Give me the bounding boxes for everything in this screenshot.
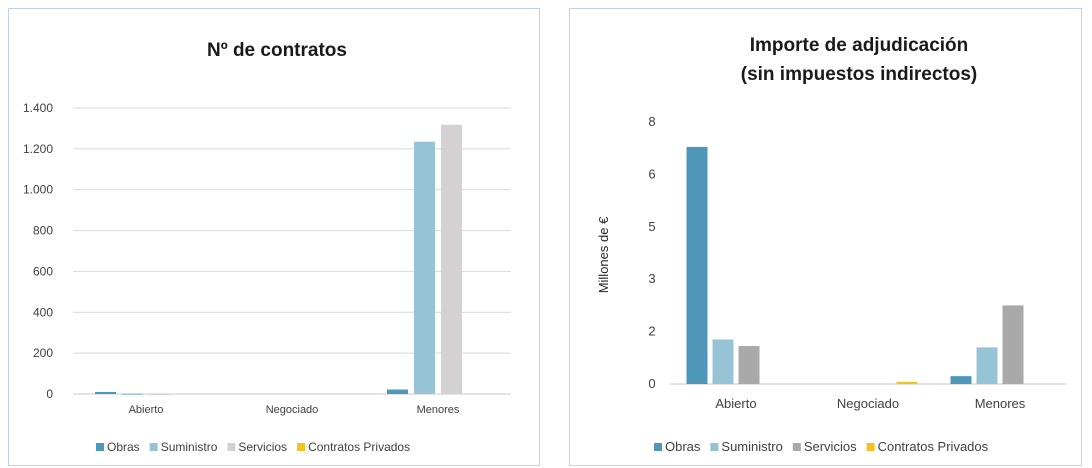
legend-entry: Suministro xyxy=(721,439,782,454)
bar xyxy=(686,146,708,384)
legend-entry: Obras xyxy=(107,440,140,454)
y-tick-label: 8 xyxy=(648,114,655,129)
chart-panel-importe: Importe de adjudicación (sin impuestos i… xyxy=(569,8,1082,466)
chart-title: Importe de adjudicación xyxy=(750,35,969,56)
bar xyxy=(712,339,734,384)
y-tick-label: 0 xyxy=(648,376,655,391)
bar xyxy=(738,346,760,384)
y-tick-label: 400 xyxy=(33,305,53,319)
bar xyxy=(976,347,998,384)
chart-subtitle: (sin impuestos indirectos) xyxy=(741,64,977,85)
bar xyxy=(149,393,170,396)
bar xyxy=(122,393,143,395)
y-tick-label: 1.200 xyxy=(23,142,53,156)
legend-swatch xyxy=(227,443,236,451)
legend-swatch xyxy=(710,443,719,451)
bar xyxy=(950,376,972,384)
y-axis-label: Millones de € xyxy=(596,216,611,293)
y-tick-label: 200 xyxy=(33,346,53,360)
bar xyxy=(95,391,116,394)
legend-swatch xyxy=(297,443,306,451)
chart-panel-contratos: Nº de contratos 0 200 400 600 800 1.000 1.200 1… xyxy=(8,8,540,466)
bar xyxy=(1002,305,1024,384)
chart-contratos: Nº de contratos 0 200 400 600 800 1.000 1.200 1… xyxy=(23,40,511,454)
x-tick-label: Negociado xyxy=(837,396,899,411)
bar xyxy=(387,389,408,394)
legend-swatch xyxy=(149,443,158,451)
y-tick-label: 3 xyxy=(648,271,655,286)
y-tick-label: 600 xyxy=(33,264,53,278)
legend-entry: Servicios xyxy=(238,440,287,454)
bar xyxy=(414,141,435,394)
legend-swatch xyxy=(866,443,875,451)
y-tick-label: 2 xyxy=(648,324,655,339)
y-tick-label: 1.400 xyxy=(23,101,53,115)
chart-importe: Importe de adjudicación (sin impuestos i… xyxy=(596,35,1066,454)
x-tick-label: Negociado xyxy=(266,404,319,416)
legend-swatch xyxy=(792,443,801,451)
y-tick-label: 5 xyxy=(648,219,655,234)
chart-title: Nº de contratos xyxy=(207,40,347,61)
legend-swatch xyxy=(654,443,662,451)
x-tick-label: Menores xyxy=(975,396,1026,411)
legend-entry: Contratos Privados xyxy=(308,440,410,454)
legend-entry: Servicios xyxy=(804,439,857,454)
y-tick-label: 0 xyxy=(46,387,53,401)
legend-entry: Obras xyxy=(665,439,701,454)
y-tick-label: 6 xyxy=(648,166,655,181)
y-tick-label: 800 xyxy=(33,224,53,238)
x-tick-label: Abierto xyxy=(715,396,756,411)
bar xyxy=(441,124,462,394)
x-tick-label: Abierto xyxy=(129,404,164,416)
legend-swatch xyxy=(96,443,104,451)
legend-entry: Suministro xyxy=(161,440,218,454)
legend-entry: Contratos Privados xyxy=(878,439,989,454)
bar xyxy=(896,381,918,384)
x-tick-label: Menores xyxy=(417,404,460,416)
y-tick-label: 1.000 xyxy=(23,183,53,197)
